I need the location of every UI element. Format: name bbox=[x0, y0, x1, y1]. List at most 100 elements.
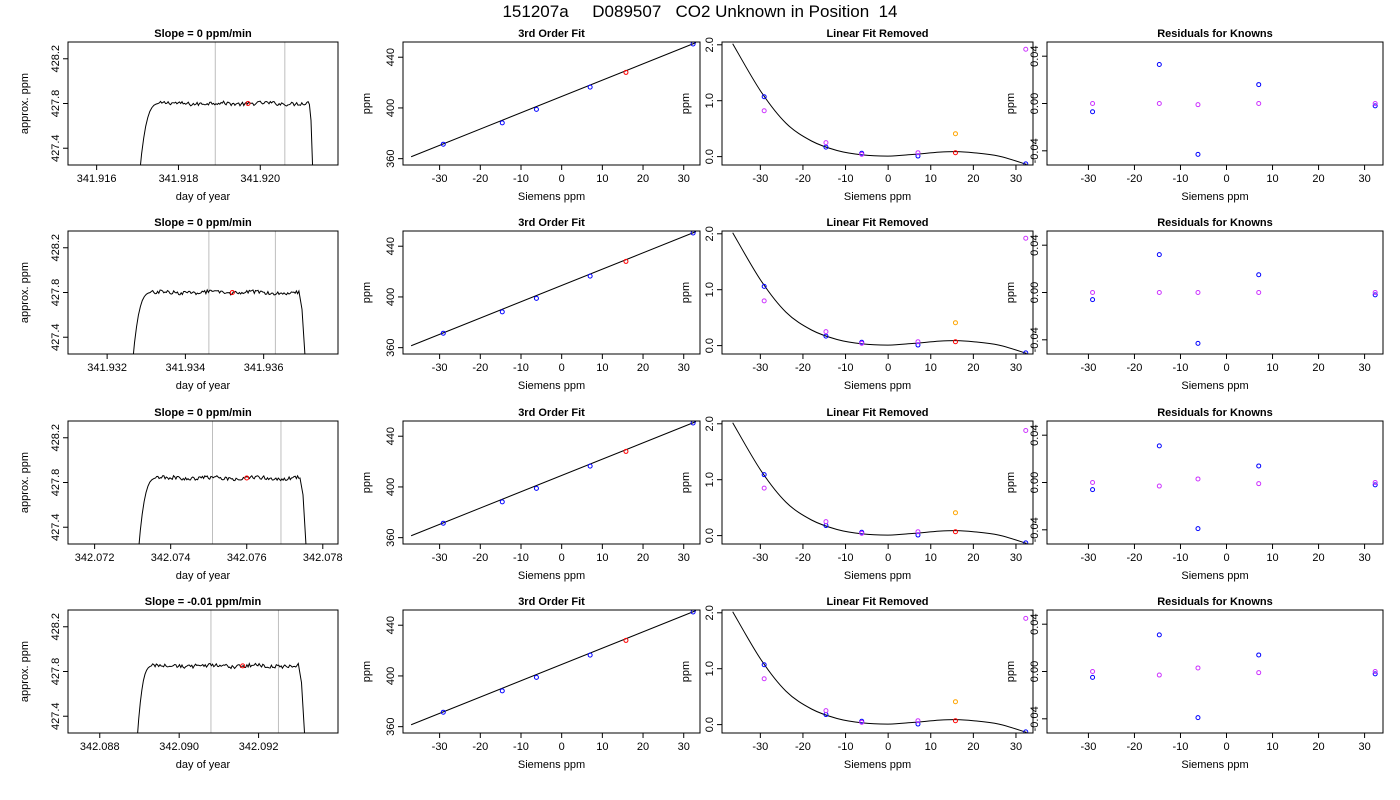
y-axis-label: ppm bbox=[1005, 282, 1017, 303]
data-point-known bbox=[915, 153, 921, 159]
fit-line bbox=[410, 231, 697, 347]
panel-title: Residuals for Knowns bbox=[1157, 28, 1273, 40]
y-tick-label: 400 bbox=[385, 288, 397, 306]
data-point-unknown bbox=[952, 150, 958, 156]
x-tick-label: -30 bbox=[432, 552, 448, 564]
y-tick-label: 360 bbox=[385, 149, 397, 167]
data-point-unknown bbox=[952, 529, 958, 535]
data-point-residual_alt bbox=[859, 530, 865, 536]
data-point-residual_alt bbox=[1090, 290, 1096, 295]
y-tick-label: 428.2 bbox=[50, 613, 62, 641]
panel-frame bbox=[67, 420, 339, 545]
cubic-fit-curve bbox=[732, 422, 1027, 544]
x-tick-label: 342.078 bbox=[303, 552, 343, 564]
x-tick-label: -20 bbox=[472, 362, 488, 374]
plot-area bbox=[732, 43, 1029, 165]
x-tick-label: 20 bbox=[967, 173, 979, 185]
x-axis-label: day of year bbox=[176, 570, 231, 582]
x-tick-label: 342.074 bbox=[151, 552, 191, 564]
y-tick-label: 427.4 bbox=[50, 323, 62, 351]
plot-area bbox=[732, 611, 1029, 733]
x-tick-label: 30 bbox=[678, 362, 690, 374]
y-tick-label: 440 bbox=[385, 427, 397, 445]
x-tick-label: 20 bbox=[637, 173, 649, 185]
panel-title: Linear Fit Removed bbox=[826, 217, 928, 229]
panel-time-series-row-1: Slope = 0 ppm/min 341.916 341.918 341.920 42… bbox=[19, 28, 339, 203]
x-tick-label: 10 bbox=[925, 552, 937, 564]
plot-area bbox=[1090, 632, 1378, 721]
y-axis-label: ppm bbox=[1005, 472, 1017, 493]
panel-frame bbox=[402, 41, 701, 166]
plot-area bbox=[732, 422, 1029, 544]
data-point-known bbox=[761, 94, 767, 100]
plot-area bbox=[1090, 443, 1378, 532]
x-tick-label: -10 bbox=[513, 173, 529, 185]
y-tick-label: 1.0 bbox=[704, 282, 716, 297]
x-tick-label: 0 bbox=[559, 362, 565, 374]
x-axis-label: Siemens ppm bbox=[518, 380, 585, 392]
x-axis-label: day of year bbox=[176, 191, 231, 203]
y-axis-label: ppm bbox=[680, 661, 692, 682]
data-point-known bbox=[1156, 632, 1162, 638]
x-tick-label: 342.072 bbox=[75, 552, 115, 564]
x-tick-label: -20 bbox=[1126, 552, 1142, 564]
y-tick-label: 400 bbox=[385, 99, 397, 117]
panel-linear-removed-row-4: Linear Fit Removed -30 -20 -10 0 10 20 30 0.0 1.0… bbox=[680, 596, 1034, 771]
data-point-known bbox=[440, 520, 446, 526]
data-point-known bbox=[1156, 443, 1162, 449]
panel-residuals-row-1: Residuals for Knowns -30 -20 -10 0 10 20 30 -0.0… bbox=[1005, 28, 1384, 203]
x-tick-label: 30 bbox=[1010, 552, 1022, 564]
data-point-known bbox=[1195, 526, 1201, 532]
panel-title: Slope = 0 ppm/min bbox=[154, 217, 252, 229]
x-tick-label: 10 bbox=[925, 362, 937, 374]
y-axis-label: ppm bbox=[361, 472, 373, 493]
plot-area bbox=[410, 610, 697, 726]
x-tick-label: -30 bbox=[432, 173, 448, 185]
data-point-residual_alt bbox=[1090, 101, 1096, 106]
panel-frame bbox=[721, 230, 1034, 355]
data-point-known bbox=[1023, 729, 1029, 733]
signal-trace bbox=[138, 474, 307, 544]
x-tick-label: 30 bbox=[1358, 552, 1370, 564]
y-tick-label: 0.00 bbox=[1029, 472, 1041, 493]
data-point-unknown bbox=[952, 339, 958, 345]
x-tick-label: 20 bbox=[637, 362, 649, 374]
y-tick-label: 0.00 bbox=[1029, 282, 1041, 303]
data-point-unknown bbox=[952, 718, 958, 724]
x-tick-label: -20 bbox=[795, 552, 811, 564]
data-point-known bbox=[587, 273, 593, 279]
data-point-known bbox=[1156, 252, 1162, 258]
y-tick-label: 1.0 bbox=[704, 661, 716, 676]
y-axis-label: approx. ppm bbox=[19, 641, 31, 702]
x-tick-label: 341.918 bbox=[159, 173, 199, 185]
plot-area bbox=[410, 42, 697, 158]
x-tick-label: 30 bbox=[1358, 173, 1370, 185]
y-tick-label: 0.04 bbox=[1029, 424, 1041, 445]
x-tick-label: 10 bbox=[1266, 552, 1278, 564]
x-tick-label: 10 bbox=[596, 362, 608, 374]
y-tick-label: 400 bbox=[385, 478, 397, 496]
x-tick-label: -30 bbox=[752, 173, 768, 185]
y-tick-label: 0.0 bbox=[704, 717, 716, 732]
x-tick-label: -10 bbox=[838, 362, 854, 374]
x-tick-label: 0 bbox=[1223, 362, 1229, 374]
y-tick-label: 400 bbox=[385, 667, 397, 685]
data-point-known bbox=[587, 652, 593, 658]
panel-residuals-row-4: Residuals for Knowns -30 -20 -10 0 10 20 30 -0.0… bbox=[1005, 596, 1384, 771]
panel-residuals-row-3: Residuals for Knowns -30 -20 -10 0 10 20 30 -0.0… bbox=[1005, 407, 1384, 582]
data-point-known bbox=[1372, 671, 1378, 677]
x-tick-label: 342.076 bbox=[227, 552, 267, 564]
panel-fit-row-4: 3rd Order Fit -30 -20 -10 0 10 20 30 360 400 440 Si… bbox=[361, 596, 701, 771]
plot-area bbox=[732, 232, 1029, 354]
unknown-marker bbox=[240, 663, 246, 669]
x-tick-label: 30 bbox=[1358, 362, 1370, 374]
data-point-orange bbox=[952, 699, 958, 705]
x-axis-label: Siemens ppm bbox=[844, 759, 911, 771]
data-point-residual_alt bbox=[859, 719, 865, 725]
x-tick-label: -20 bbox=[1126, 173, 1142, 185]
data-point-residual_alt bbox=[1090, 669, 1096, 674]
x-tick-label: -10 bbox=[838, 741, 854, 753]
data-point-known bbox=[1090, 297, 1096, 303]
plot-area bbox=[137, 610, 306, 733]
data-point-known bbox=[440, 330, 446, 336]
